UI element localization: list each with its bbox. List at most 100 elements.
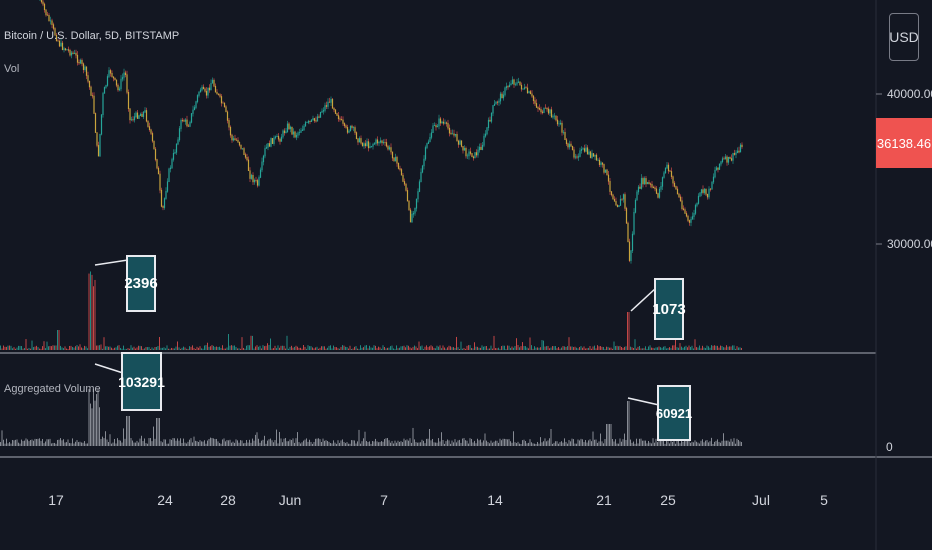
aggregated-volume-bar [468, 443, 469, 446]
volume-bar [537, 347, 538, 350]
volume-bar [334, 347, 336, 350]
volume-bar [604, 348, 606, 350]
aggregated-volume-bar [190, 438, 192, 446]
aggregated-volume-bar [226, 440, 228, 446]
volume-bar [568, 337, 570, 350]
aggregated-volume-bar [172, 438, 174, 446]
volume-bar [249, 345, 250, 350]
volume-bar [388, 347, 390, 350]
aggregated-volume-bar [253, 440, 255, 446]
aggregated-volume-bar [459, 439, 460, 446]
aggregated-volume-bar [367, 442, 369, 446]
aggregated-volume-bar [231, 442, 232, 446]
aggregated-volume-bar [595, 439, 597, 446]
aggregated-volume-bar [393, 443, 394, 446]
aggregated-volume-bar [538, 443, 540, 446]
aggregated-volume-bar [255, 434, 256, 446]
volume-bar [646, 348, 648, 350]
volume-bar [165, 348, 166, 350]
volume-bar [570, 346, 571, 350]
volume-bar [33, 347, 34, 350]
volume-bar [294, 346, 295, 350]
volume-bar [732, 345, 733, 350]
aggregated-volume-legend-label[interactable]: Aggregated Volume [4, 383, 101, 395]
volume-bar [693, 348, 694, 350]
aggregated-volume-bar [420, 442, 421, 446]
volume-bar [450, 346, 451, 350]
volume-bar [244, 348, 246, 350]
aggregated-volume-bar [438, 438, 439, 446]
aggregated-volume-bar [340, 440, 342, 446]
volume-bar [301, 348, 303, 350]
aggregated-volume-bar [54, 442, 55, 446]
volume-bar [723, 347, 724, 350]
aggregated-volume-bar [619, 438, 621, 446]
volume-bar [538, 347, 540, 350]
aggregated-volume-bar [433, 442, 435, 446]
volume-bar [721, 345, 723, 350]
volume-legend-label[interactable]: Vol [4, 63, 20, 75]
volume-bar [624, 346, 625, 350]
aggregated-volume-bar [292, 438, 294, 446]
aggregated-volume-bar [202, 441, 204, 446]
volume-bar [583, 346, 585, 350]
volume-bar [124, 348, 126, 350]
volume-bar [6, 346, 7, 350]
aggregated-volume-bar [706, 440, 708, 446]
volume-bar [120, 348, 121, 350]
aggregated-volume-bar [571, 438, 573, 446]
volume-bar [460, 341, 462, 350]
aggregated-volume-bar [196, 441, 198, 446]
volume-bar [615, 346, 616, 350]
volume-bar [106, 346, 108, 350]
volume-bar [31, 340, 33, 350]
volume-bar [300, 347, 301, 350]
aggregated-volume-bar [267, 440, 268, 446]
volume-bar [175, 346, 177, 350]
time-tick-21: 21 [596, 492, 612, 508]
aggregated-volume-bar [624, 433, 625, 446]
volume-bar [498, 347, 499, 350]
volume-bar [199, 346, 201, 350]
aggregated-volume-bar [93, 388, 94, 446]
volume-bar [46, 341, 48, 350]
volume-bar [64, 346, 66, 350]
aggregated-volume-bar [651, 443, 652, 446]
symbol-legend-title[interactable]: Bitcoin / U.S. Dollar, 5D, BITSTAMP [4, 30, 180, 42]
aggregated-volume-bar [453, 442, 454, 446]
volume-bar [483, 346, 484, 350]
aggregated-volume-bar [21, 439, 22, 446]
volume-bar [507, 345, 508, 350]
aggregated-volume-bar [426, 438, 427, 446]
volume-bar [84, 345, 85, 350]
aggregated-volume-bar [223, 438, 225, 446]
aggregated-volume-bar [598, 441, 600, 446]
aggregated-volume-bar [252, 438, 253, 446]
aggregated-volume-bar [159, 418, 160, 446]
aggregated-volume-bar [529, 439, 531, 446]
aggregated-volume-bar [310, 441, 312, 446]
aggregated-volume-bar [336, 443, 337, 446]
volume-bar [487, 348, 489, 350]
aggregated-volume-bar [418, 442, 420, 446]
currency-button[interactable]: USD [889, 13, 919, 61]
aggregated-volume-bar [330, 443, 331, 446]
aggregated-volume-bar [31, 439, 33, 446]
aggregated-volume-bar [282, 442, 283, 446]
volume-bar [511, 346, 513, 350]
volume-bar [579, 347, 580, 350]
aggregated-volume-bar [307, 441, 309, 446]
volume-bar [357, 348, 358, 350]
aggregated-volume-bar [447, 439, 448, 446]
volume-bar [354, 346, 355, 350]
aggregated-volume-bar [270, 438, 271, 446]
volume-bar [163, 347, 165, 350]
volume-bar [306, 348, 307, 350]
aggregated-volume-bar [24, 440, 25, 446]
volume-bar [138, 345, 139, 350]
volume-bar [481, 345, 483, 350]
volume-bar [91, 274, 93, 350]
aggregated-volume-bar [117, 438, 118, 446]
aggregated-volume-bar [583, 442, 585, 446]
